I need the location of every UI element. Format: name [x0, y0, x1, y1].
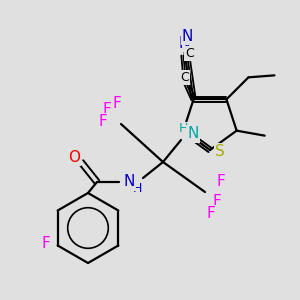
Text: F: F [103, 103, 111, 118]
Text: N: N [179, 36, 190, 51]
Text: H: H [132, 182, 142, 196]
Text: N: N [187, 127, 199, 142]
Text: F: F [112, 97, 122, 112]
Text: H: H [178, 122, 188, 136]
Text: N: N [123, 175, 135, 190]
Text: F: F [41, 236, 50, 251]
Text: O: O [68, 149, 80, 164]
Text: S: S [215, 145, 225, 160]
Text: N: N [182, 29, 193, 44]
Text: F: F [99, 115, 107, 130]
Text: C: C [185, 47, 194, 60]
Text: F: F [207, 206, 215, 221]
Text: F: F [217, 175, 225, 190]
Text: F: F [213, 194, 221, 209]
Text: C: C [180, 71, 189, 84]
